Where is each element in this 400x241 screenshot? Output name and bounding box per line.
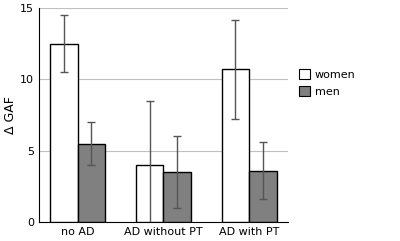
- Y-axis label: Δ GAF: Δ GAF: [4, 96, 17, 134]
- Bar: [136, 165, 164, 222]
- Bar: [50, 44, 78, 222]
- Bar: [222, 69, 249, 222]
- Bar: [78, 144, 105, 222]
- Bar: [164, 172, 191, 222]
- Bar: [249, 171, 277, 222]
- Legend: women, men: women, men: [296, 66, 359, 100]
